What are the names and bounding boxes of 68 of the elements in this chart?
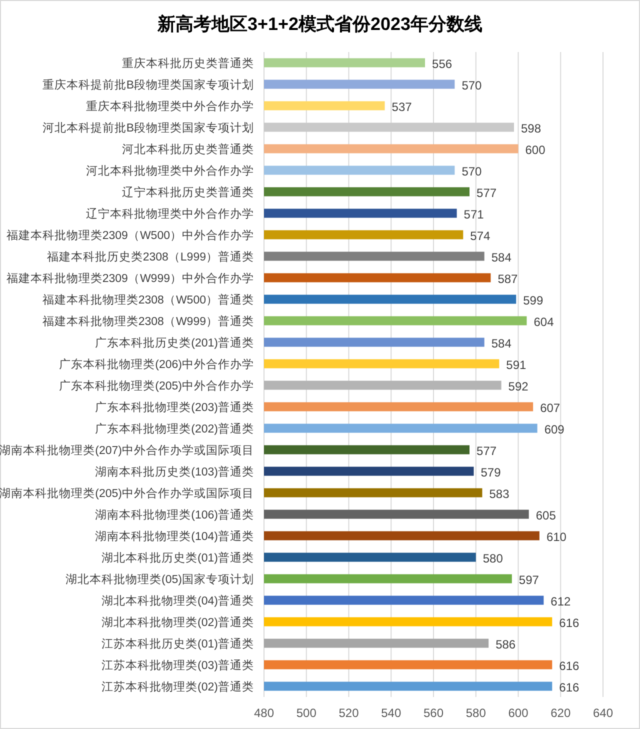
title: 新高考地区3+1+2模式省份2023年分数线 (157, 14, 483, 34)
category-label: 江苏本科批物理类(02)普通类 (102, 681, 254, 694)
x-tick-label: 560 (423, 706, 444, 720)
x-tick-label: 540 (381, 706, 402, 720)
category-label: 湖北本科批历史类(01)普通类 (102, 552, 254, 564)
data-label: 599 (523, 293, 544, 308)
category-label: 江苏本科批历史类(01)普通类 (102, 638, 254, 650)
data-label: 583 (489, 486, 510, 501)
category-label: 辽宁本科批物理类中外合作办学 (86, 208, 254, 220)
category-label: 河北本科批历史类普通类 (122, 144, 254, 156)
data-label: 616 (559, 658, 580, 673)
category-label: 福建本科批物理类2308（W999）普通类 (42, 316, 254, 328)
data-label: 592 (508, 379, 528, 394)
data-label: 574 (470, 228, 490, 243)
x-tick-label: 520 (338, 706, 359, 720)
data-label: 616 (559, 680, 580, 694)
data-label: 604 (534, 314, 554, 329)
category-label: 湖北本科批物理类(02)普通类 (102, 616, 254, 629)
x-tick-label: 480 (254, 706, 274, 720)
data-label: 597 (518, 572, 539, 587)
category-label: 湖北本科批物理类(05)国家专项计划 (66, 574, 254, 586)
data-label: 584 (491, 250, 512, 264)
category-label: 湖南本科批物理类(106)普通类 (95, 509, 254, 522)
data-label: 616 (559, 616, 580, 630)
data-label: 598 (521, 121, 542, 136)
category-label: 广东本科批物理类(202)普通类 (95, 423, 254, 436)
category-label: 广东本科批物理类(203)普通类 (95, 402, 254, 414)
category-label: 福建本科批历史类2308（L999）普通类 (46, 251, 254, 264)
category-label: 河北本科批物理类中外合作办学 (86, 165, 254, 178)
x-tick-label: 640 (592, 706, 614, 720)
data-label: 607 (540, 400, 560, 415)
data-label: 570 (462, 164, 482, 178)
category-label: 福建本科批物理类2309（W500）中外合作办学 (6, 230, 254, 242)
data-label: 577 (476, 444, 497, 458)
x-tick-label: 500 (296, 706, 316, 720)
data-label: 537 (392, 100, 412, 114)
category-label: 湖北本科批物理类(04)普通类 (102, 595, 254, 608)
data-label: 605 (536, 508, 556, 522)
data-label: 609 (544, 422, 564, 436)
x-tick-label: 600 (508, 706, 528, 720)
category-label: 重庆本科批历史类普通类 (122, 58, 254, 70)
data-label: 610 (546, 530, 566, 544)
category-label: 福建本科批物理类2308（W500）普通类 (42, 294, 254, 306)
data-label: 570 (462, 78, 482, 92)
category-label: 广东本科批物理类(206)中外合作办学 (59, 358, 254, 371)
x-tick-label: 620 (550, 706, 571, 720)
data-label: 579 (480, 465, 501, 480)
category-label: 湖南本科批历史类(103)普通类 (95, 466, 254, 478)
data-label: 612 (550, 594, 571, 608)
data-label: 580 (482, 551, 503, 566)
data-label: 571 (464, 207, 484, 222)
data-label: 600 (525, 142, 546, 157)
category-label: 河北本科提前批B段物理类国家专项计划 (42, 122, 254, 134)
data-label: 556 (432, 56, 452, 71)
category-label: 江苏本科批物理类(03)普通类 (102, 660, 254, 672)
data-label: 587 (498, 272, 518, 286)
data-label: 577 (476, 186, 497, 200)
category-label: 广东本科批物理类(205)中外合作办学 (59, 380, 254, 392)
x-tick-label: 580 (466, 706, 486, 720)
category-label: 辽宁本科批历史类普通类 (122, 186, 254, 199)
data-label: 591 (506, 358, 526, 372)
data-label: 584 (491, 336, 512, 350)
category-label: 湖南本科批物理类(104)普通类 (95, 530, 254, 543)
data-label: 586 (496, 637, 516, 652)
category-label: 重庆本科提前批B段物理类国家专项计划 (42, 79, 254, 92)
category-label: 广东本科批历史类(201)普通类 (95, 337, 254, 350)
category-label: 重庆本科批物理类中外合作办学 (86, 100, 254, 113)
category-label: 福建本科批物理类2309（W999）中外合作办学 (6, 272, 254, 285)
